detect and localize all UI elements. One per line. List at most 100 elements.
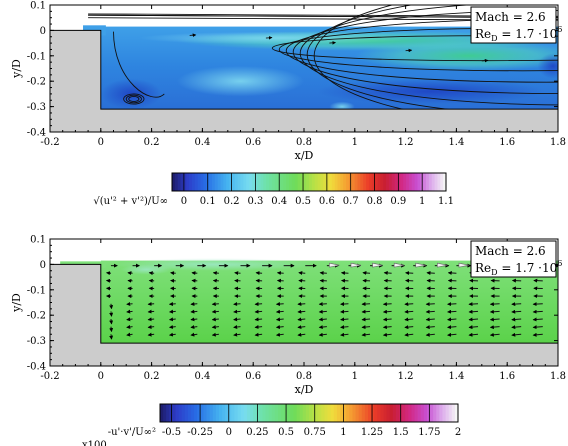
y-tick-label: -0.3 (27, 102, 46, 113)
colorbar-swatch (440, 173, 444, 191)
colorbar-swatch (291, 173, 296, 191)
colorbar-tick-label: 1.25 (361, 427, 383, 438)
vector (147, 324, 155, 329)
colorbar-swatch (194, 404, 198, 422)
colorbar-swatch (391, 173, 396, 191)
colorbar-swatch (186, 173, 190, 191)
vector (340, 309, 349, 314)
colorbar-swatch (346, 173, 350, 191)
colorbar-swatch (259, 404, 263, 422)
colorbar-swatch (397, 173, 401, 191)
colorbar-swatch (364, 404, 369, 422)
x-tick-label: 1.2 (398, 137, 414, 148)
colorbar-swatch (283, 173, 287, 191)
x-tick-label: 0.2 (144, 137, 160, 148)
vector (190, 325, 198, 329)
colorbar-swatch (380, 173, 384, 191)
vector (489, 317, 500, 322)
colorbar-swatch (289, 173, 293, 191)
colorbar-swatch (309, 173, 313, 191)
colorbar-swatch (454, 404, 459, 422)
streamline-1 (272, 35, 558, 62)
colorbar-swatch (187, 404, 192, 422)
colorbar-swatch (340, 404, 344, 422)
colorbar-swatch (274, 404, 279, 422)
colorbar-label: -u'·v'/U∞² (108, 427, 156, 438)
colorbar-swatch (328, 173, 333, 191)
colorbar-tick-label: 0.8 (367, 196, 383, 207)
colorbar-swatch (184, 404, 189, 422)
colorbar-swatch (389, 404, 394, 422)
vector (383, 270, 392, 275)
colorbar-swatch (374, 404, 378, 422)
vortex-ring-2 (125, 94, 142, 104)
vector (275, 317, 284, 322)
colorbar-swatch (172, 173, 176, 191)
colorbar-swatch (172, 404, 177, 422)
colorbar-swatch (200, 173, 204, 191)
colorbar-swatch (277, 404, 282, 422)
y-tick-label: 0.1 (30, 1, 46, 12)
reynolds-base: Re (475, 27, 491, 41)
x-tick-label: 0.8 (296, 371, 312, 382)
colorbar-swatch (443, 173, 447, 191)
colorbar-tick-label: 0.9 (390, 196, 406, 207)
colorbar-swatch (226, 173, 230, 191)
colorbar-tick-label: 0.3 (247, 196, 263, 207)
colorbar-swatch (249, 173, 253, 191)
streamline-3 (286, 18, 558, 83)
x-axis-label: x/D (295, 383, 314, 396)
colorbar-swatch (336, 404, 341, 422)
vector (126, 309, 133, 314)
colorbar-swatch (386, 404, 391, 422)
vector (275, 325, 284, 330)
colorbar-swatch (414, 404, 419, 422)
vector (147, 309, 155, 314)
colorbar-swatch (361, 404, 366, 422)
colorbar-tick-label: 1.1 (438, 196, 454, 207)
colorbar-swatch (240, 173, 244, 191)
colorbar-swatch (271, 173, 276, 191)
colorbar-swatch (442, 404, 447, 422)
colorbar-swatch (426, 173, 430, 191)
field-cyan-band (138, 31, 419, 45)
reynolds-base: Re (475, 261, 491, 275)
colorbar-swatch (317, 173, 321, 191)
x-tick-label: 1 (352, 137, 358, 148)
colorbar-swatch (237, 404, 242, 422)
colorbar-swatch (299, 404, 304, 422)
x-tick-label: 1.6 (499, 137, 515, 148)
colorbar-swatch (189, 173, 193, 191)
colorbar-swatch (234, 404, 239, 422)
colorbar-swatch (402, 404, 406, 422)
vector (254, 317, 263, 322)
vector-large (415, 262, 426, 268)
mach-number: Mach = 2.6 (475, 244, 546, 258)
stream-arrow-4 (405, 48, 413, 53)
colorbar-swatch (428, 173, 433, 191)
colorbar-swatch (430, 404, 434, 422)
vector (275, 309, 284, 314)
vector (447, 270, 457, 275)
colorbar-swatch (311, 173, 316, 191)
colorbar: 0 0.1 0.2 0.3 0.4 0.5 0.6 0.7 0.8 0.9 1 1.1 √(u'² + … (93, 172, 454, 207)
colorbar-swatch (368, 173, 373, 191)
vector (211, 332, 219, 337)
x-tick-label: 1.8 (550, 371, 566, 382)
vector (147, 332, 155, 337)
vector (190, 309, 198, 314)
colorbar-swatch (294, 173, 299, 191)
vector (361, 332, 371, 337)
colorbar-tick-label: -0.25 (187, 427, 213, 438)
colorbar-swatch (293, 404, 298, 422)
colorbar-swatch (250, 404, 254, 422)
vector (340, 325, 349, 330)
colorbar-swatch (354, 173, 359, 191)
colorbar-swatch (394, 173, 398, 191)
vector (318, 332, 327, 337)
colorbar-swatch (217, 173, 222, 191)
colorbar-swatch (203, 173, 207, 191)
colorbar-swatch (223, 173, 227, 191)
x-ticks: -0.2 0 0.2 0.4 0.6 0.8 1 1.2 1.4 1.6 1.8 (40, 239, 566, 382)
colorbar-swatch (287, 404, 291, 422)
